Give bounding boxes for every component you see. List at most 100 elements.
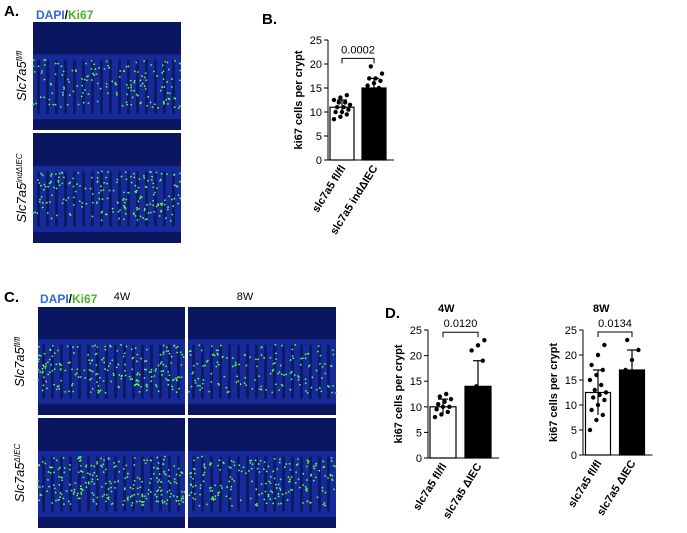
- ki67-dot: [92, 494, 95, 496]
- ki67-dot: [45, 362, 48, 365]
- ki67-dot: [318, 469, 321, 472]
- ki67-dot: [121, 374, 123, 377]
- ki67-dot: [55, 499, 57, 502]
- ki67-dot: [47, 478, 49, 481]
- ki67-dot: [73, 196, 75, 199]
- ki67-dot: [44, 59, 47, 62]
- data-point: [592, 387, 597, 393]
- ki67-dot: [146, 459, 149, 462]
- ki67-dot: [153, 103, 156, 106]
- data-point: [469, 348, 474, 353]
- ki67-dot: [217, 464, 220, 467]
- ki67-dot: [306, 500, 309, 503]
- ki67-dot: [183, 491, 186, 493]
- ki67-dot: [80, 488, 83, 490]
- ki67-dot: [217, 353, 219, 356]
- ki67-dot: [279, 364, 282, 367]
- ki67-dot: [179, 69, 182, 72]
- ki67-dot: [145, 383, 148, 386]
- ki67-dot: [107, 365, 110, 368]
- ki67-dot: [53, 487, 56, 490]
- gene: Slc7a5: [14, 182, 29, 223]
- ki67-dot: [159, 490, 162, 492]
- ki67-dot: [271, 370, 274, 372]
- ki67-dot: [269, 482, 272, 485]
- ki67-dot: [131, 357, 134, 360]
- ki67-dot: [162, 370, 165, 372]
- ki67-dot: [159, 178, 162, 181]
- ki67-dot: [37, 65, 40, 68]
- y-tick-label: 15: [565, 375, 577, 387]
- ki67-dot: [251, 480, 253, 483]
- ki67-dot: [138, 178, 141, 181]
- ki67-dot: [33, 70, 36, 73]
- data-point: [600, 412, 605, 418]
- ki67-dot: [133, 70, 136, 73]
- ki67-dot: [144, 88, 147, 90]
- ki67-dot: [53, 471, 55, 474]
- ki67-dot: [192, 459, 195, 462]
- ki67-dot: [278, 371, 281, 373]
- data-point: [628, 377, 633, 383]
- data-point: [370, 90, 375, 96]
- ki67-dot: [96, 461, 99, 463]
- ki67-dot: [50, 173, 53, 175]
- ki67-dot: [131, 96, 134, 99]
- ki67-dot: [46, 387, 48, 390]
- ki67-dot: [143, 85, 146, 88]
- data-point: [344, 93, 349, 98]
- data-point: [378, 78, 383, 84]
- crypt: [100, 171, 103, 227]
- ki67-dot: [43, 96, 46, 99]
- ki67-dot: [181, 353, 184, 356]
- ki67-dot: [190, 491, 193, 494]
- ki67-dot: [37, 360, 40, 363]
- ki67-dot: [146, 104, 149, 107]
- ki67-dot: [155, 477, 158, 480]
- ki67-dot: [79, 464, 82, 467]
- ki67-dot: [111, 359, 114, 362]
- y-tick-label: 25: [410, 325, 422, 337]
- ki67-dot: [112, 189, 115, 192]
- ki67-dot: [134, 215, 137, 217]
- crypt: [264, 344, 267, 399]
- crypt: [64, 171, 67, 227]
- ki67-dot: [214, 498, 217, 501]
- ki67-dot: [68, 94, 71, 97]
- stain-legend: DAPI/Ki67: [40, 292, 98, 306]
- ki67-dot: [323, 465, 326, 468]
- ki67-dot: [212, 498, 215, 501]
- crypt: [282, 456, 285, 512]
- ki67-dot: [171, 379, 174, 382]
- data-point: [341, 105, 346, 110]
- ki67-dot: [304, 485, 307, 488]
- ki67-dot: [225, 495, 228, 498]
- ki67-dot: [77, 497, 80, 500]
- ki67-dot: [41, 206, 44, 209]
- ki67-dot: [159, 180, 161, 182]
- ki67-dot: [128, 375, 131, 378]
- ki67-dot: [191, 372, 194, 375]
- ki67-dot: [229, 488, 232, 491]
- ki67-dot: [294, 482, 297, 484]
- ki67-dot: [307, 365, 310, 368]
- ki67-dot: [125, 198, 128, 201]
- ki67-dot: [305, 465, 308, 468]
- stain-sep: /: [65, 8, 69, 22]
- ki67-dot: [197, 384, 199, 387]
- ki67-dot: [91, 474, 94, 477]
- ki67-dot: [290, 370, 293, 373]
- crypt: [255, 344, 258, 399]
- ki67-dot: [68, 468, 71, 471]
- data-point: [368, 64, 373, 69]
- ki67-dot: [132, 487, 134, 490]
- data-point: [336, 100, 341, 105]
- ki67-dot: [108, 189, 111, 192]
- ki67-dot: [242, 466, 245, 469]
- ki67-dot: [169, 482, 172, 484]
- ki67-dot: [42, 188, 45, 191]
- ki67-dot: [145, 389, 148, 392]
- ki67-dot: [134, 347, 137, 349]
- ki67-dot: [40, 494, 43, 497]
- ki67-dot: [169, 220, 172, 222]
